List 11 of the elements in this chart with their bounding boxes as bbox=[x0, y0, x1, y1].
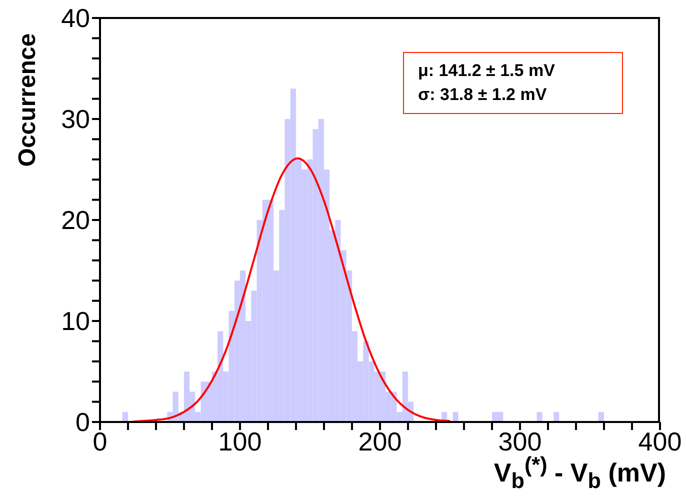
y-axis-title: Occurrence bbox=[14, 33, 42, 167]
y-tick-label: 40 bbox=[61, 3, 90, 34]
annotation: μ: 141.2 ± 1.5 mV bbox=[418, 60, 556, 82]
y-tick-label: 10 bbox=[61, 306, 90, 336]
y-tick-label: 20 bbox=[61, 205, 90, 236]
y-tick-label: 0 bbox=[76, 407, 90, 438]
annotation: σ: 31.8 ± 1.2 mV bbox=[418, 84, 548, 106]
x-tick-label: 100 bbox=[218, 426, 262, 456]
text-frame: μ: 141.2 ± 1.5 mV σ: 31.8 ± 1.2 mV bbox=[403, 52, 623, 114]
y-tick-label: 30 bbox=[61, 104, 90, 134]
x-tick-label: 200 bbox=[358, 426, 402, 456]
